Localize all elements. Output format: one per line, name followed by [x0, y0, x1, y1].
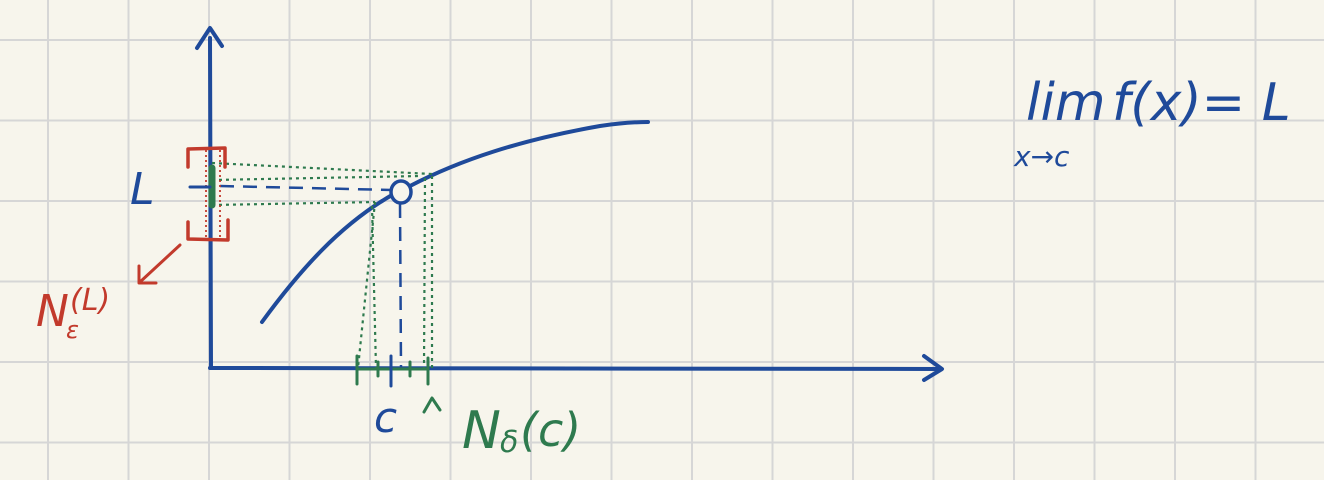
delta-arrow	[422, 396, 442, 414]
function-curve	[260, 120, 650, 324]
delta-arg: (c)	[520, 403, 581, 457]
dashed-line-to-c	[398, 203, 403, 369]
epsilon-subscript: ε	[66, 316, 79, 344]
epsilon-arg: (L)	[70, 283, 110, 318]
epsilon-neighborhood-label: N ε (L)	[36, 283, 110, 344]
delta-N: N	[462, 401, 501, 461]
y-axis-arrowhead	[195, 26, 224, 50]
label-L: L	[130, 164, 155, 215]
open-circle-hole	[389, 179, 413, 205]
limit-notation: lim x→c f(x)= L	[1013, 73, 1291, 173]
epsilon-arrow	[137, 243, 182, 285]
limit-lim: lim	[1026, 73, 1106, 133]
dashed-line-to-L	[219, 184, 393, 192]
epsilon-brackets	[186, 146, 230, 242]
delta-neighborhood-label: N δ (c)	[462, 401, 581, 461]
x-axis-arrowhead	[922, 354, 944, 382]
delta-guide-lines	[211, 161, 434, 369]
label-c: c	[374, 393, 397, 442]
delta-subscript: δ	[500, 425, 518, 460]
limit-expression: f(x)= L	[1112, 73, 1291, 133]
x-axis	[208, 366, 942, 371]
limit-subscript: x→c	[1013, 140, 1070, 173]
epsilon-N: N	[36, 286, 69, 337]
